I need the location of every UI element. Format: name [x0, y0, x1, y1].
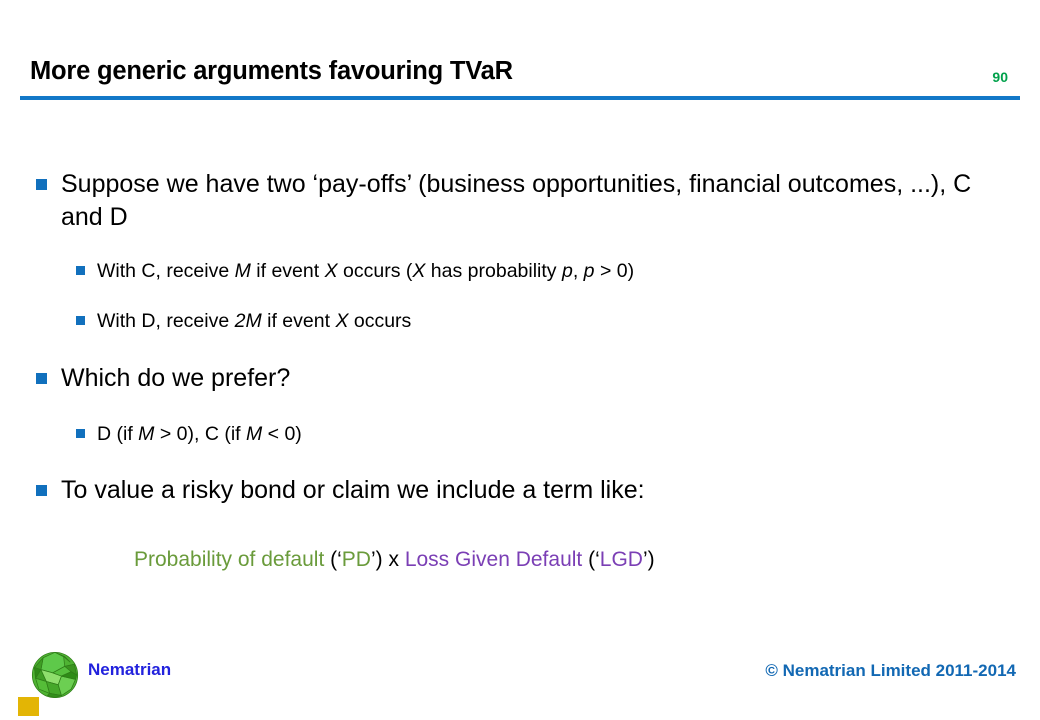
variable-m: M	[138, 423, 155, 445]
text-fragment: D (if	[97, 423, 139, 445]
formula-paren-close: ’)	[370, 548, 389, 571]
bullet-marker-icon	[36, 373, 47, 384]
bullet-marker-icon	[36, 485, 47, 496]
bullet-item-prefer-answer: D (if M > 0), C (if M < 0)	[76, 421, 976, 448]
formula-paren-open: (‘	[582, 548, 600, 571]
bullet-text: To value a risky bond or claim we includ…	[61, 476, 645, 504]
footer-copyright: © Nematrian Limited 2011-2014	[765, 661, 1016, 680]
text-fragment: < 0)	[262, 423, 302, 445]
text-fragment: With C, receive	[97, 260, 235, 282]
formula-pd-abbrev: PD	[341, 548, 371, 571]
formula-pd-times-lgd: Probability of default (‘PD’) x Loss Giv…	[134, 546, 655, 574]
bullet-item-with-d: With D, receive 2M if event X occurs	[76, 308, 976, 335]
text-fragment: has probability	[425, 260, 562, 282]
nematrian-logo-icon	[31, 651, 79, 699]
text-fragment: occurs	[348, 310, 412, 332]
bullet-marker-icon	[36, 179, 47, 190]
formula-lgd-abbrev: LGD	[599, 548, 643, 571]
footer-brand-name: Nematrian	[88, 660, 172, 679]
formula-paren-close: ’)	[642, 548, 655, 571]
formula-multiply-symbol: x	[388, 548, 399, 571]
bullet-marker-icon	[76, 316, 85, 325]
text-fragment: > 0)	[594, 260, 635, 282]
variable-p: p	[561, 260, 573, 282]
bullet-item-with-c: With C, receive M if event X occurs (X h…	[76, 258, 976, 285]
page-title: More generic arguments favouring TVaR	[30, 57, 513, 85]
formula-lgd-name: Loss Given Default	[404, 548, 583, 571]
bullet-marker-icon	[76, 266, 85, 275]
text-fragment: occurs (	[337, 260, 413, 282]
footer-accent-square	[18, 697, 39, 716]
text-fragment: if event	[250, 260, 325, 282]
variable-x: X	[335, 310, 349, 332]
bullet-text: With C, receive M if event X occurs (X h…	[97, 258, 634, 285]
variable-2m: 2M	[234, 310, 262, 332]
variable-m: M	[234, 260, 251, 282]
variable-x: X	[324, 260, 338, 282]
bullet-text: Suppose we have two ‘pay-offs’ (business…	[61, 170, 972, 231]
formula-pd-name: Probability of default	[134, 548, 325, 571]
title-divider	[20, 96, 1020, 100]
bullet-item-value-risky-bond: To value a risky bond or claim we includ…	[36, 474, 996, 507]
bullet-marker-icon	[76, 429, 85, 438]
text-fragment: if event	[261, 310, 336, 332]
variable-x: X	[412, 260, 426, 282]
bullet-text: With D, receive 2M if event X occurs	[97, 308, 411, 335]
bullet-text: Which do we prefer?	[61, 364, 291, 392]
text-fragment: ,	[572, 260, 584, 282]
variable-p: p	[583, 260, 595, 282]
page-number: 90	[992, 69, 1008, 85]
formula-paren-open: (‘	[324, 548, 342, 571]
variable-m: M	[245, 423, 263, 445]
text-fragment: With D, receive	[97, 310, 235, 332]
bullet-text: D (if M > 0), C (if M < 0)	[97, 421, 302, 448]
text-fragment: > 0), C (if	[154, 423, 246, 445]
bullet-item-which-do-we-prefer: Which do we prefer?	[36, 362, 936, 395]
bullet-item-payoffs: Suppose we have two ‘pay-offs’ (business…	[36, 168, 996, 234]
